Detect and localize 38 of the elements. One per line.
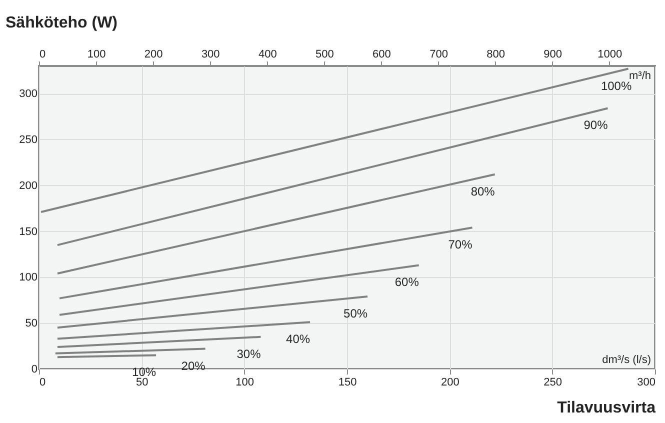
annotation: m³/h <box>629 70 651 82</box>
x2-tick-label: 900 <box>544 48 562 60</box>
x2-tick-label: 100 <box>87 48 106 60</box>
y-tick-label: 200 <box>19 180 38 192</box>
series-label: 50% <box>344 306 368 320</box>
x2-tick-label: 800 <box>486 48 505 60</box>
x-tick-label: 200 <box>440 376 460 388</box>
x-tick-label: 0 <box>40 376 46 388</box>
series-label: 30% <box>236 346 262 361</box>
x-tick-label: 100 <box>236 376 254 388</box>
y-tick-label: 300 <box>19 88 38 100</box>
series-label: 40% <box>286 332 310 346</box>
series-label: 80% <box>470 184 496 198</box>
series-label: 70% <box>448 238 473 252</box>
y-tick-label: 100 <box>19 272 38 284</box>
series-label: 20% <box>181 358 206 373</box>
y-tick-label: 250 <box>19 134 38 146</box>
x-tick-label: 150 <box>338 376 357 388</box>
x-tick-label: 250 <box>544 376 562 388</box>
y-tick-label: 50 <box>25 318 38 330</box>
y-tick-label: 150 <box>19 226 38 238</box>
x2-tick-label: 700 <box>430 48 448 60</box>
y-tick-label: 0 <box>31 364 38 376</box>
x-axis-title: Tilavuusvirta <box>557 400 656 416</box>
series-label: 90% <box>584 118 608 132</box>
x2-tick-label: 300 <box>201 48 220 60</box>
x2-tick-label: 1000 <box>598 48 622 60</box>
y-axis-title: Sähköteho (W) <box>6 14 118 32</box>
x2-tick-label: 600 <box>372 48 391 60</box>
x2-tick-label: 0 <box>40 48 46 60</box>
series-label: 100% <box>600 78 632 93</box>
x2-tick-label: 400 <box>258 48 277 60</box>
x-tick-label: 300 <box>637 376 656 388</box>
x-tick-label: 50 <box>136 376 148 388</box>
annotation: dm³/s (l/s) <box>602 354 651 366</box>
x2-tick-label: 200 <box>144 48 163 60</box>
x2-tick-label: 500 <box>316 48 334 60</box>
series-label: 60% <box>394 275 420 290</box>
